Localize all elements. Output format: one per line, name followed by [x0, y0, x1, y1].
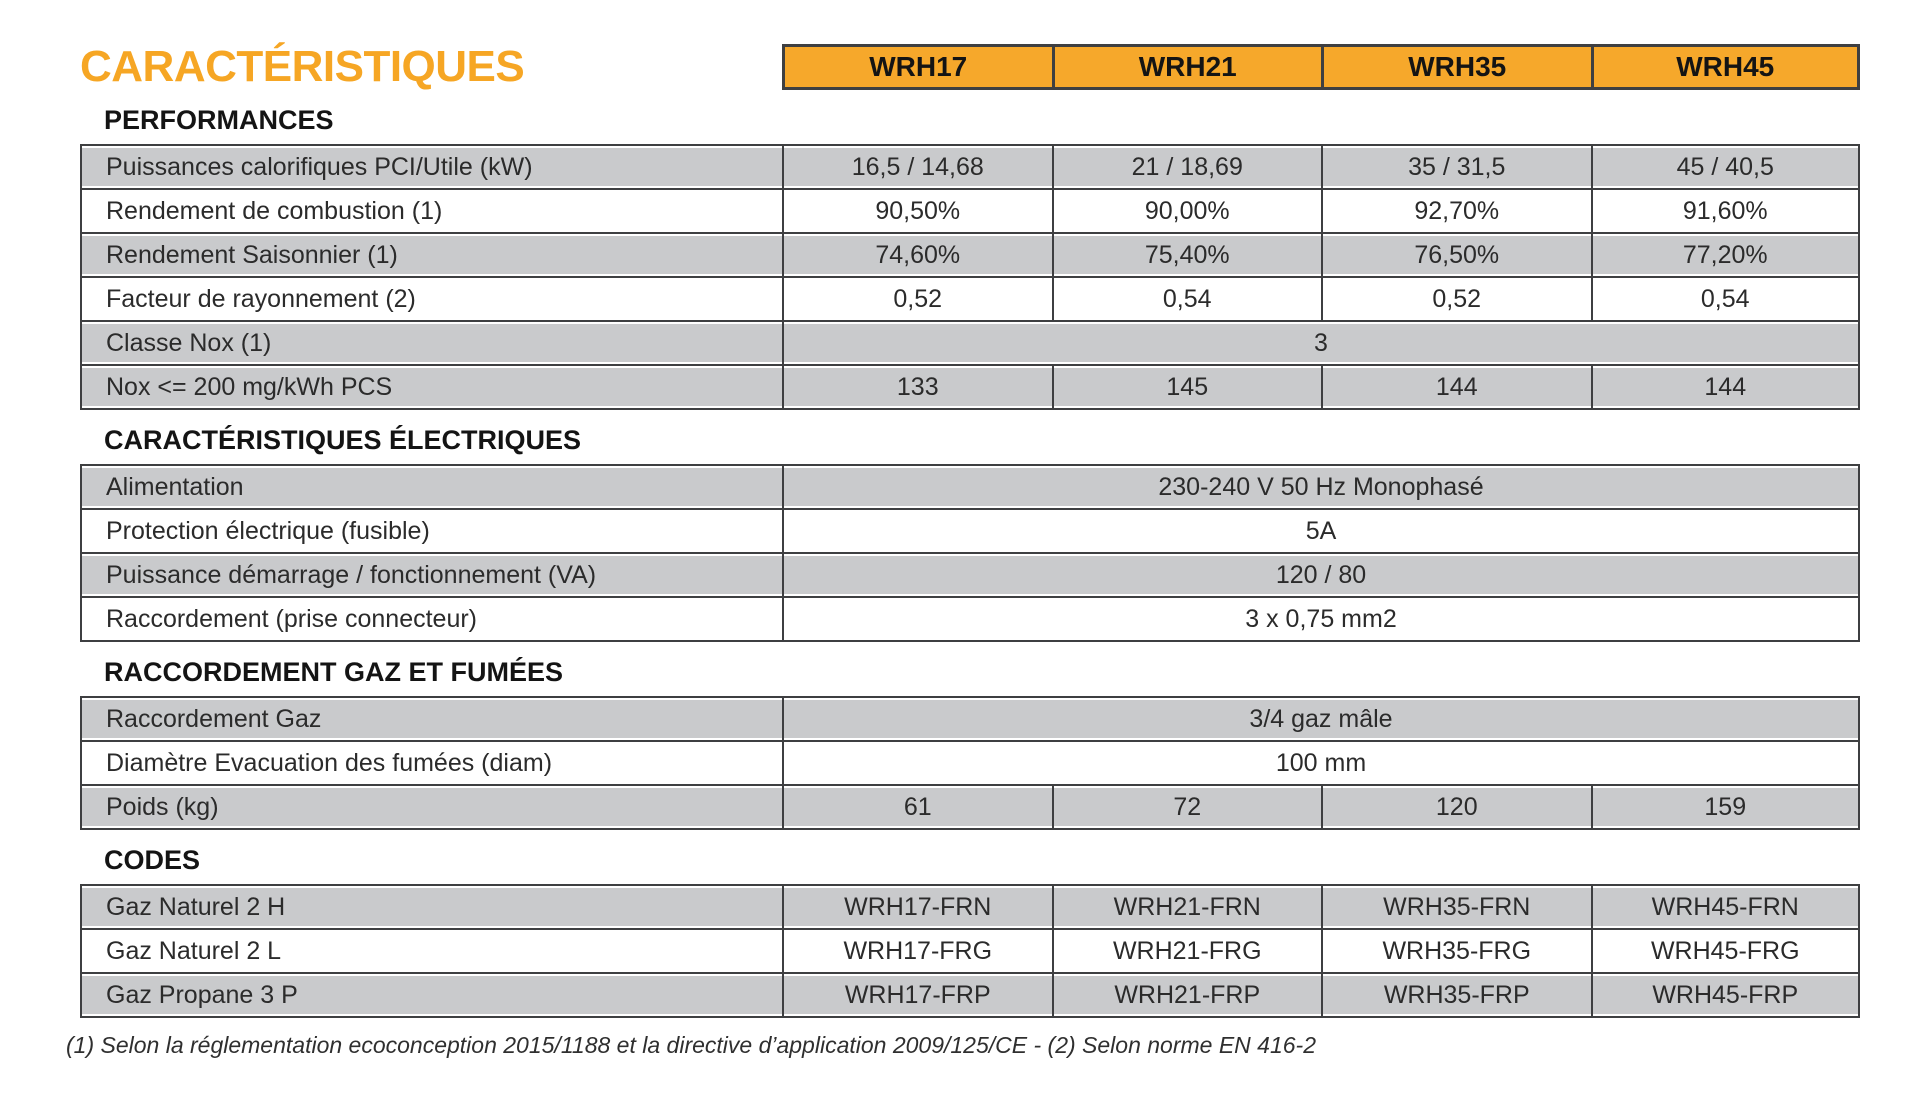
row-label: Gaz Propane 3 P — [80, 974, 782, 1016]
row-label: Facteur de rayonnement (2) — [80, 278, 782, 320]
value-cell-wrh21: 90,00% — [1051, 190, 1322, 232]
value-cell-wrh17: WRH17-FRP — [782, 974, 1052, 1016]
row-label: Poids (kg) — [80, 786, 782, 828]
value-cell-wrh21: WRH21-FRG — [1051, 930, 1322, 972]
row-label: Classe Nox (1) — [80, 322, 782, 364]
row-label: Protection électrique (fusible) — [80, 510, 782, 552]
spec-table: Puissances calorifiques PCI/Utile (kW) 16… — [80, 144, 1860, 410]
row-label: Rendement de combustion (1) — [80, 190, 782, 232]
value-cell-wrh35: 144 — [1321, 366, 1591, 408]
value-cell-wrh17: 61 — [782, 786, 1052, 828]
value-cell-merged: 100 mm — [782, 742, 1860, 784]
value-cell-wrh45: WRH45-FRG — [1590, 930, 1860, 972]
row-label: Rendement Saisonnier (1) — [80, 234, 782, 276]
spec-table: Alimentation 230-240 V 50 Hz Monophasé Pro… — [80, 464, 1860, 642]
table-row: Puissance démarrage / fonctionnement (VA… — [80, 554, 1860, 598]
table-row: Diamètre Evacuation des fumées (diam) 100… — [80, 742, 1860, 786]
column-header-wrh45: WRH45 — [1590, 44, 1860, 90]
table-row: Raccordement (prise connecteur) 3 x 0,75 … — [80, 598, 1860, 642]
value-cell-wrh21: WRH21-FRP — [1051, 974, 1321, 1016]
row-label: Diamètre Evacuation des fumées (diam) — [80, 742, 782, 784]
value-cell-wrh17: 0,52 — [782, 278, 1052, 320]
spec-sheet: CARACTÉRISTIQUES WRH17 WRH21 WRH35 WRH45 PE… — [66, 44, 1860, 1059]
table-row: Raccordement Gaz 3/4 gaz mâle — [80, 698, 1860, 742]
value-cell-merged: 3/4 gaz mâle — [782, 698, 1860, 740]
value-cell-wrh21: 75,40% — [1051, 234, 1321, 276]
value-cell-wrh35: WRH35-FRP — [1321, 974, 1591, 1016]
row-label: Raccordement (prise connecteur) — [80, 598, 782, 640]
table-row: Nox <= 200 mg/kWh PCS 133 145 144 144 — [80, 366, 1860, 410]
value-cell-wrh45: 144 — [1590, 366, 1860, 408]
footnote: (1) Selon la réglementation ecoconceptio… — [66, 1032, 1317, 1058]
value-cell-wrh45: 45 / 40,5 — [1590, 146, 1860, 188]
row-label: Puissances calorifiques PCI/Utile (kW) — [80, 146, 782, 188]
row-label: Gaz Naturel 2 L — [80, 930, 782, 972]
page-title: CARACTÉRISTIQUES — [80, 42, 525, 91]
column-header-wrh21: WRH21 — [1051, 44, 1321, 90]
value-cell-wrh35: WRH35-FRG — [1321, 930, 1591, 972]
value-cell-wrh17: 16,5 / 14,68 — [782, 146, 1052, 188]
table-row: Gaz Propane 3 P WRH17-FRP WRH21-FRP WRH35-F… — [80, 974, 1860, 1018]
value-cell-wrh17: 90,50% — [782, 190, 1052, 232]
value-cell-wrh45: WRH45-FRP — [1590, 974, 1860, 1016]
title-cell: CARACTÉRISTIQUES — [80, 44, 782, 90]
value-cell-wrh35: 0,52 — [1321, 278, 1591, 320]
value-cell-wrh35: 120 — [1321, 786, 1591, 828]
row-label: Puissance démarrage / fonctionnement (VA… — [80, 554, 782, 596]
value-cell-wrh45: WRH45-FRN — [1590, 886, 1860, 928]
table-row: Rendement de combustion (1) 90,50% 90,00% 9… — [80, 190, 1860, 234]
table-row: Poids (kg) 61 72 120 159 — [80, 786, 1860, 830]
column-header-wrh17: WRH17 — [782, 44, 1052, 90]
table-row: Gaz Naturel 2 L WRH17-FRG WRH21-FRG WRH35-F… — [80, 930, 1860, 974]
value-cell-merged: 3 — [782, 322, 1860, 364]
table-row: Gaz Naturel 2 H WRH17-FRN WRH21-FRN WRH35-F… — [80, 886, 1860, 930]
value-cell-wrh21: 21 / 18,69 — [1051, 146, 1321, 188]
value-cell-wrh45: 159 — [1590, 786, 1860, 828]
row-label: Alimentation — [80, 466, 782, 508]
value-cell-wrh17: 133 — [782, 366, 1052, 408]
value-cell-wrh45: 77,20% — [1590, 234, 1860, 276]
value-cell-wrh17: WRH17-FRN — [782, 886, 1052, 928]
value-cell-wrh45: 0,54 — [1590, 278, 1860, 320]
value-cell-wrh21: 145 — [1051, 366, 1321, 408]
value-cell-wrh21: WRH21-FRN — [1051, 886, 1321, 928]
value-cell-wrh17: 74,60% — [782, 234, 1052, 276]
section-heading: CARACTÉRISTIQUES ÉLECTRIQUES — [104, 425, 582, 455]
row-label: Nox <= 200 mg/kWh PCS — [80, 366, 782, 408]
spec-table: Gaz Naturel 2 H WRH17-FRN WRH21-FRN WRH35-F… — [80, 884, 1860, 1018]
table-row: Facteur de rayonnement (2) 0,52 0,54 0,52 0,… — [80, 278, 1860, 322]
table-row: Puissances calorifiques PCI/Utile (kW) 16… — [80, 146, 1860, 190]
table-header-row: CARACTÉRISTIQUES WRH17 WRH21 WRH35 WRH45 — [80, 44, 1860, 90]
value-cell-wrh45: 91,60% — [1590, 190, 1860, 232]
section-heading: RACCORDEMENT GAZ ET FUMÉES — [104, 657, 563, 687]
table-row: Protection électrique (fusible) 5A — [80, 510, 1860, 554]
sections-container: PERFORMANCES Puissances calorifiques PCI/… — [80, 106, 1860, 1018]
value-cell-wrh21: 72 — [1051, 786, 1321, 828]
section-heading: PERFORMANCES — [104, 105, 334, 135]
value-cell-wrh17: WRH17-FRG — [782, 930, 1052, 972]
row-label: Gaz Naturel 2 H — [80, 886, 782, 928]
spec-table: Raccordement Gaz 3/4 gaz mâle Diamètre Eva… — [80, 696, 1860, 830]
table-row: Classe Nox (1) 3 — [80, 322, 1860, 366]
section-heading: CODES — [104, 845, 201, 875]
value-cell-wrh35: 76,50% — [1321, 234, 1591, 276]
value-cell-merged: 5A — [782, 510, 1860, 552]
row-label: Raccordement Gaz — [80, 698, 782, 740]
value-cell-wrh35: 35 / 31,5 — [1321, 146, 1591, 188]
value-cell-wrh21: 0,54 — [1051, 278, 1322, 320]
value-cell-merged: 3 x 0,75 mm2 — [782, 598, 1860, 640]
table-row: Rendement Saisonnier (1) 74,60% 75,40% 76,5… — [80, 234, 1860, 278]
value-cell-merged: 120 / 80 — [782, 554, 1860, 596]
value-cell-wrh35: 92,70% — [1321, 190, 1591, 232]
value-cell-merged: 230-240 V 50 Hz Monophasé — [782, 466, 1860, 508]
table-row: Alimentation 230-240 V 50 Hz Monophasé — [80, 466, 1860, 510]
value-cell-wrh35: WRH35-FRN — [1321, 886, 1591, 928]
column-header-wrh35: WRH35 — [1321, 44, 1591, 90]
